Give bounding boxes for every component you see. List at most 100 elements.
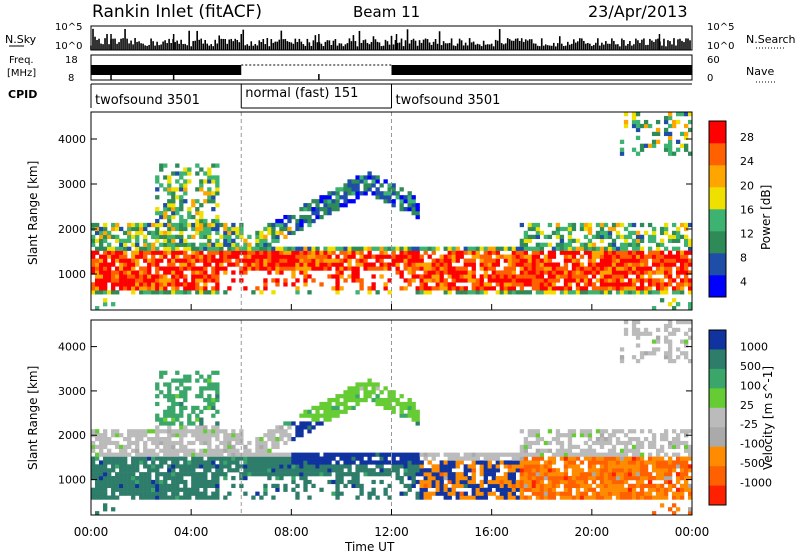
velocity-cell [131,495,136,500]
velocity-cell [271,460,276,465]
velocity-cell [195,491,200,496]
velocity-cell [271,440,276,446]
power-cell [151,258,156,263]
velocity-cell [195,370,200,375]
power-cell [479,290,484,295]
power-cell [559,238,565,243]
velocity-cell [607,440,613,446]
velocity-cell [203,386,208,391]
power-cell [263,250,268,255]
power-cell [543,278,549,283]
velocity-cell [115,483,120,488]
velocity-cell [211,433,216,438]
velocity-cell [123,456,128,461]
velocity-cell [243,491,248,496]
power-cell [503,274,508,279]
power-cell [363,179,368,184]
power-cell [279,266,284,271]
velocity-cell [295,456,300,461]
power-cell [667,139,673,144]
velocity-cell [663,429,669,434]
power-cell [319,258,324,263]
power-cell [463,258,468,263]
power-cell [571,258,577,263]
velocity-cell [183,483,188,488]
velocity-cell [515,483,521,488]
velocity-cell [543,464,549,469]
power-cell [667,115,673,121]
power-cell [639,123,645,129]
velocity-cell [355,401,360,407]
velocity-cell [167,440,172,446]
power-cell [575,250,581,255]
power-cell [643,123,649,129]
power-cell [187,234,192,240]
velocity-cell [243,452,248,457]
velocity-cell [519,491,525,496]
velocity-cell [655,327,661,332]
power-cell [319,214,324,220]
power-cell [207,179,212,184]
power-cell [639,278,645,283]
velocity-cell [227,460,232,465]
power-cell [619,270,625,275]
velocity-cell [131,472,136,477]
power-cell [231,226,236,232]
velocity-cell [679,339,685,344]
power-cell [183,238,188,243]
velocity-cell [263,440,268,446]
power-cell [495,258,500,263]
velocity-cell [379,452,384,457]
velocity-cell [179,409,184,414]
velocity-cell [159,374,164,379]
power-cell [591,234,597,240]
power-cell [683,278,689,283]
power-cell [147,258,152,263]
velocity-cell [255,440,260,446]
power-cell [643,286,649,291]
velocity-cell [191,464,196,469]
velocity-cell [623,452,629,457]
velocity-cell [171,487,176,492]
power-cell [443,254,448,259]
velocity-cell [259,460,264,465]
velocity-cell [387,401,392,407]
velocity-cell [343,460,348,465]
velocity-cell [639,351,645,356]
velocity-cell [603,491,609,496]
power-cell [179,274,184,279]
velocity-cell [435,468,440,473]
velocity-cell [91,476,96,481]
power-cell [259,250,264,255]
power-cell [683,135,689,141]
velocity-cell [599,491,605,496]
power-cell [587,266,593,271]
power-cell [155,258,160,263]
velocity-cell [567,487,573,492]
velocity-cell [271,456,276,461]
power-cell [671,306,677,311]
power-cell [139,246,144,251]
power-cell [599,226,605,232]
power-cell [255,258,260,263]
velocity-cell [287,433,292,438]
velocity-cell [451,460,456,465]
power-cell [191,258,196,263]
power-cell [347,187,352,192]
power-cell [99,290,104,295]
velocity-cell [183,394,188,399]
power-cell [163,282,168,287]
power-cell [683,270,689,275]
velocity-cell [503,472,508,477]
power-cell [591,282,597,287]
power-ylabel: Slant Range [km] [26,161,40,265]
power-cell [91,270,96,275]
power-cell [427,278,432,283]
power-cell [367,262,372,267]
velocity-cell [283,483,288,488]
power-cell [647,290,653,295]
power-cell [175,234,180,240]
power-cell [195,218,200,224]
velocity-cell [155,487,160,492]
power-cell [163,207,168,212]
